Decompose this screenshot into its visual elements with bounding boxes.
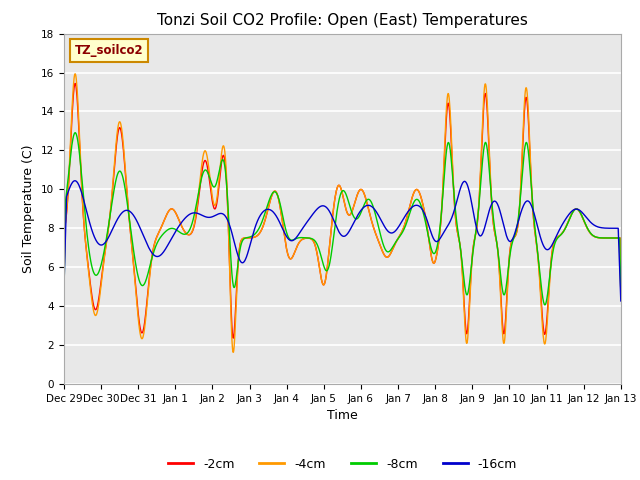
Text: TZ_soilco2: TZ_soilco2	[75, 44, 144, 57]
X-axis label: Time: Time	[327, 409, 358, 422]
Legend: -2cm, -4cm, -8cm, -16cm: -2cm, -4cm, -8cm, -16cm	[163, 453, 522, 476]
Y-axis label: Soil Temperature (C): Soil Temperature (C)	[22, 144, 35, 273]
Title: Tonzi Soil CO2 Profile: Open (East) Temperatures: Tonzi Soil CO2 Profile: Open (East) Temp…	[157, 13, 528, 28]
